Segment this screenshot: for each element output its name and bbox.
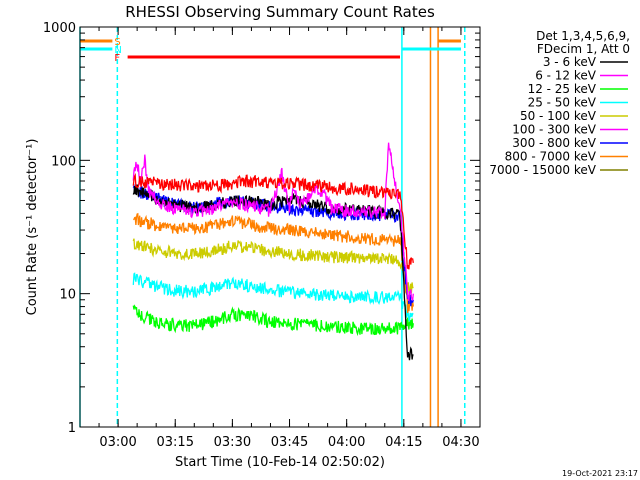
y-tick-label-1: 10 — [59, 288, 76, 303]
legend-header-0: Det 1,3,4,5,6,9, — [536, 29, 630, 43]
axis-ticks: 03:00 03:15 03:30 03:45 04:00 04:15 04:30 1 10 10… — [43, 21, 481, 450]
x-tick-label-6: 04:30 — [442, 435, 479, 450]
x-tick-label-5: 04:15 — [385, 435, 422, 450]
x-axis-label: Start Time (10-Feb-14 02:50:02) — [175, 455, 385, 470]
plot-frame — [79, 26, 481, 428]
extra-series-line-0 — [132, 172, 414, 270]
flag-label-f: F — [114, 53, 120, 64]
legend: Det 1,3,4,5,6,9,FDecim 1, Att 03 - 6 keV… — [489, 29, 630, 177]
series-line-1 — [132, 142, 414, 302]
y-tick-label-0: 1 — [68, 421, 76, 436]
series-line-3 — [132, 272, 414, 323]
legend-label-7: 800 - 7000 keV — [505, 150, 597, 164]
timestamp: 19-Oct-2021 23:17 — [562, 469, 638, 478]
legend-label-8: 7000 - 15000 keV — [489, 163, 596, 177]
legend-label-4: 50 - 100 keV — [520, 109, 597, 123]
legend-label-1: 6 - 12 keV — [535, 69, 597, 83]
legend-header-1: FDecim 1, Att 0 — [537, 42, 630, 56]
flags-layer: SNF — [80, 37, 461, 64]
legend-label-2: 12 - 25 keV — [528, 82, 597, 96]
series-line-7 — [133, 212, 414, 313]
x-tick-label-1: 03:15 — [157, 435, 194, 450]
legend-label-5: 100 - 300 keV — [512, 123, 596, 137]
legend-label-0: 3 - 6 keV — [543, 55, 597, 69]
x-tick-label-0: 03:00 — [99, 435, 136, 450]
flag-label-s: S — [114, 37, 120, 48]
series-line-4 — [132, 238, 414, 295]
series-line-2 — [132, 304, 414, 337]
series-layer — [132, 142, 414, 361]
y-tick-label-2: 100 — [51, 154, 76, 169]
legend-label-3: 25 - 50 keV — [528, 96, 597, 110]
x-tick-label-2: 03:30 — [214, 435, 251, 450]
x-tick-label-4: 04:00 — [328, 435, 365, 450]
y-axis-label: Count Rate (s⁻¹ detector⁻¹) — [25, 139, 40, 316]
x-tick-label-3: 03:45 — [271, 435, 308, 450]
flag-label-n: N — [114, 45, 121, 56]
chart-title: RHESSI Observing Summary Count Rates — [125, 3, 435, 21]
legend-label-6: 300 - 800 keV — [512, 136, 596, 150]
y-tick-label-3: 1000 — [43, 21, 76, 36]
